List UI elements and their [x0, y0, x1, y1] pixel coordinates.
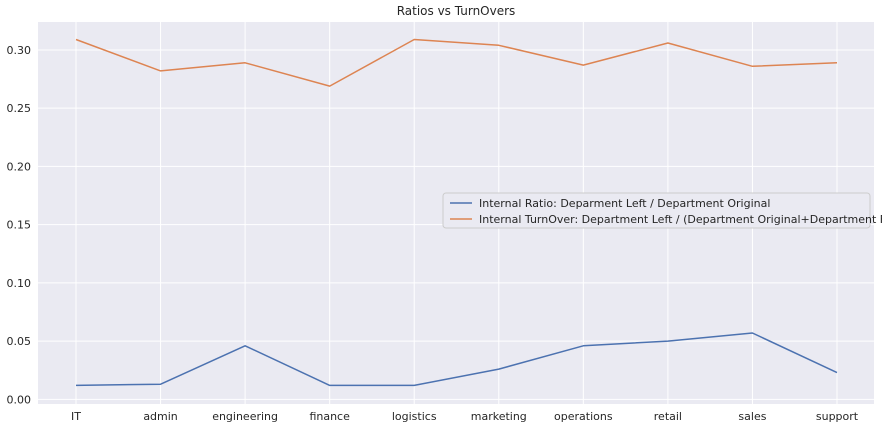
x-tick-label: support: [816, 410, 859, 423]
legend: Internal Ratio: Deparment Left / Departm…: [442, 192, 882, 229]
y-tick-label: 0.00: [7, 393, 32, 406]
chart-title: Ratios vs TurnOvers: [397, 4, 516, 18]
y-tick-label: 0.20: [7, 160, 32, 173]
y-tick-label: 0.25: [7, 102, 32, 115]
x-tick-labels: IT admin engineering finance logistics market…: [71, 410, 859, 423]
x-tick-label: logistics: [392, 410, 437, 423]
x-tick-label: retail: [654, 410, 682, 423]
series-lines: [75, 38, 838, 387]
y-tick-label: 0.15: [7, 219, 32, 232]
y-tick-label: 0.10: [7, 277, 32, 290]
y-tick-labels: 0.00 0.05 0.10 0.15 0.20 0.25 0.30: [7, 44, 32, 406]
y-tick-label: 0.30: [7, 44, 32, 57]
x-tick-label: operations: [554, 410, 613, 423]
y-tick-label: 0.05: [7, 335, 32, 348]
x-tick-label: engineering: [212, 410, 278, 423]
series-line-0: [75, 332, 838, 387]
x-tick-label: finance: [309, 410, 350, 423]
x-tick-label: sales: [738, 410, 766, 423]
legend-box: [442, 192, 871, 229]
x-tick-label: IT: [71, 410, 81, 423]
series-line-1: [75, 38, 838, 87]
legend-label-internal-ratio: Internal Ratio: Deparment Left / Departm…: [479, 197, 770, 210]
legend-label-internal-turnover: Internal TurnOver: Department Left / (De…: [479, 213, 882, 226]
x-tick-label: marketing: [471, 410, 527, 423]
x-tick-label: admin: [143, 410, 177, 423]
